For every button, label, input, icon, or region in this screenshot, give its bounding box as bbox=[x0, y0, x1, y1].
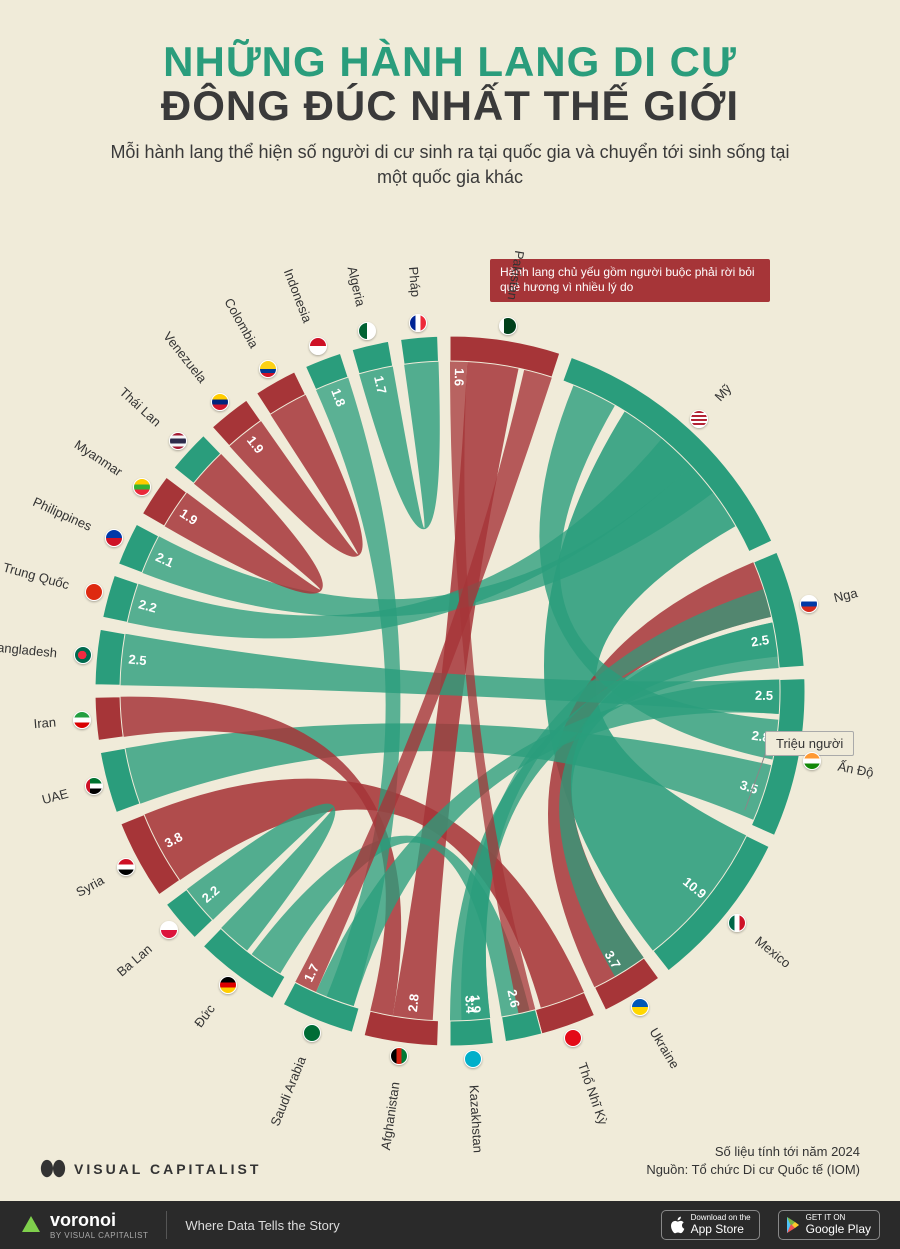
chord-arc bbox=[401, 336, 439, 364]
country-label: Iran bbox=[33, 714, 57, 731]
flag-icon bbox=[390, 1047, 408, 1065]
source-line1: Số liệu tính tới năm 2024 bbox=[646, 1143, 860, 1161]
voronoi-byline: BY VISUAL CAPITALIST bbox=[50, 1231, 148, 1240]
googleplay-badge[interactable]: GET IT ONGoogle Play bbox=[778, 1210, 880, 1240]
visual-capitalist-brand: VISUAL CAPITALIST bbox=[40, 1159, 261, 1179]
flag-icon bbox=[464, 1050, 482, 1068]
tagline: Where Data Tells the Story bbox=[185, 1218, 642, 1233]
flag-icon bbox=[309, 337, 327, 355]
flag-icon bbox=[211, 393, 229, 411]
flag-icon bbox=[73, 711, 91, 729]
ribbon-value: 2.8 bbox=[405, 993, 422, 1013]
gplay-big: Google Play bbox=[806, 1223, 871, 1236]
flag-icon bbox=[409, 314, 427, 332]
flag-icon bbox=[499, 317, 517, 335]
ribbon-value: 1.9 bbox=[468, 994, 484, 1013]
appstore-badge[interactable]: Download on theApp Store bbox=[661, 1210, 760, 1240]
vc-brand-text: VISUAL CAPITALIST bbox=[74, 1161, 261, 1177]
flag-icon bbox=[105, 529, 123, 547]
subtitle: Mỗi hành lang thể hiện số người di cư si… bbox=[60, 140, 840, 190]
voronoi-name: voronoi bbox=[50, 1210, 148, 1231]
chord-arc bbox=[95, 629, 125, 685]
ribbon-value: 2.5 bbox=[755, 687, 773, 702]
flag-icon bbox=[358, 322, 376, 340]
chord-chart: 10.93.83.73.53.42.82.82.62.52.52.52.22.2… bbox=[0, 201, 900, 1121]
ribbon-value: 2.5 bbox=[750, 632, 770, 650]
flag-icon bbox=[690, 410, 708, 428]
flag-icon bbox=[117, 858, 135, 876]
voronoi-logo-icon bbox=[20, 1214, 42, 1236]
appstore-big: App Store bbox=[691, 1223, 751, 1236]
apple-icon bbox=[670, 1216, 686, 1234]
country-label: Pháp bbox=[405, 266, 423, 298]
flag-icon bbox=[728, 914, 746, 932]
title-line2: ĐÔNG ĐÚC NHẤT THẾ GIỚI bbox=[60, 84, 840, 128]
source-note: Số liệu tính tới năm 2024 Nguồn: Tổ chức… bbox=[646, 1143, 860, 1179]
flag-icon bbox=[631, 998, 649, 1016]
divider bbox=[166, 1211, 167, 1239]
chord-arc bbox=[450, 1018, 493, 1045]
legend-displaced: Hành lang chủ yếu gồm người buộc phải rờ… bbox=[490, 259, 770, 302]
flag-icon bbox=[85, 777, 103, 795]
ribbon-value: 1.6 bbox=[452, 367, 467, 385]
flag-icon bbox=[303, 1024, 321, 1042]
play-icon bbox=[787, 1217, 801, 1233]
legend-text: Hành lang chủ yếu gồm người buộc phải rờ… bbox=[500, 265, 755, 295]
source-line2: Nguồn: Tổ chức Di cư Quốc tế (IOM) bbox=[646, 1161, 860, 1179]
title-line1: NHỮNG HÀNH LANG DI CƯ bbox=[60, 40, 840, 84]
vc-logo-icon bbox=[40, 1159, 66, 1179]
ribbon-value: 2.5 bbox=[128, 651, 147, 668]
flag-icon bbox=[74, 646, 92, 664]
chord-arc bbox=[95, 696, 123, 740]
voronoi-brand: voronoi BY VISUAL CAPITALIST bbox=[20, 1210, 148, 1240]
